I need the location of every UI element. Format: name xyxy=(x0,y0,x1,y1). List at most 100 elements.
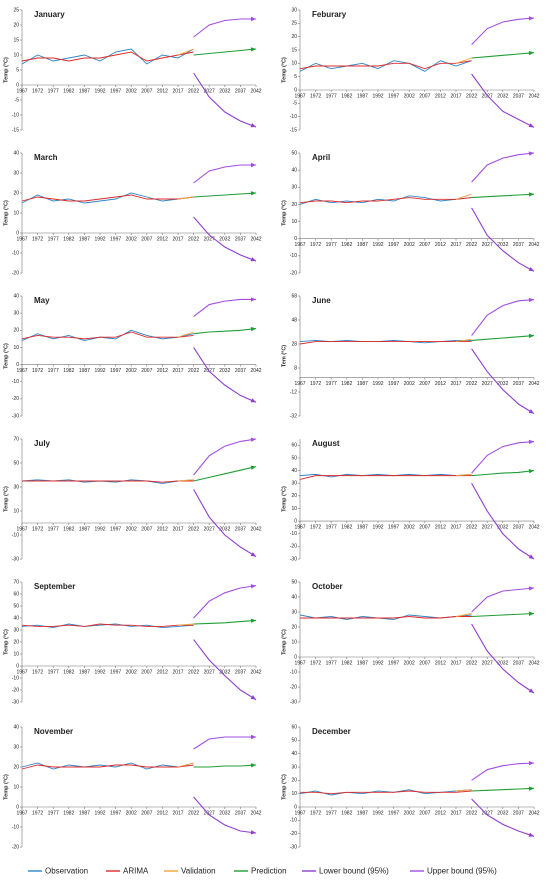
series-line xyxy=(21,331,194,340)
y-axis-label: Temp (°C) xyxy=(281,200,287,226)
x-tick-label: 2017 xyxy=(450,810,461,816)
series-line xyxy=(193,736,256,750)
series-line xyxy=(193,18,256,38)
series-line xyxy=(471,73,535,128)
x-tick-label: 2027 xyxy=(482,810,493,816)
y-tick-label: -30 xyxy=(12,556,19,562)
chart-title: May xyxy=(34,296,50,305)
x-tick-label: 2022 xyxy=(466,524,477,530)
x-tick-label: 1982 xyxy=(63,810,74,816)
series-line xyxy=(193,619,257,625)
x-tick-label: 1967 xyxy=(16,526,27,532)
x-tick-label: 2027 xyxy=(482,93,493,99)
x-tick-label: 1997 xyxy=(110,236,121,242)
series-line xyxy=(193,639,257,701)
chart-title: August xyxy=(312,439,340,448)
y-tick-label: -10 xyxy=(12,112,19,118)
series-line xyxy=(22,480,194,483)
arrow-head xyxy=(528,333,534,339)
series-line xyxy=(193,796,257,834)
y-tick-label: 0 xyxy=(16,230,19,236)
chart-title: March xyxy=(34,153,58,162)
x-tick-label: 2037 xyxy=(235,236,246,242)
y-tick-label: -10 xyxy=(12,250,19,256)
x-tick-label: 1982 xyxy=(341,660,352,666)
x-tick-label: 1992 xyxy=(94,368,105,374)
x-tick-label: 1972 xyxy=(32,236,43,242)
panel: -15 -10 -5 0 5 10 15 20 25 30 1967 1972 1977 1982 1987… xyxy=(281,7,539,133)
y-tick-label: 30 xyxy=(13,170,19,176)
x-tick-label: 2027 xyxy=(482,524,493,530)
x-tick-label: 1997 xyxy=(110,88,121,94)
y-tick-label: 50 xyxy=(291,150,297,156)
y-tick-label: 40 xyxy=(13,293,19,299)
y-tick-label: 10 xyxy=(291,791,297,797)
x-tick-label: 2017 xyxy=(172,368,183,374)
series-line xyxy=(471,152,535,183)
y-tick-label: 0 xyxy=(16,804,19,810)
x-tick-label: 2007 xyxy=(419,810,430,816)
y-tick-label: 10 xyxy=(13,508,19,514)
y-tick-label: 20 xyxy=(13,764,19,770)
x-tick-label: 1982 xyxy=(63,88,74,94)
series-line xyxy=(299,473,472,478)
y-tick-label: -20 xyxy=(12,844,19,850)
chart-title: January xyxy=(34,10,65,19)
y-tick-label: 30 xyxy=(291,185,297,191)
y-tick-label: 50 xyxy=(291,455,297,461)
x-tick-label: 2037 xyxy=(235,88,246,94)
x-tick-label: 1987 xyxy=(79,88,90,94)
panel: -30 -20 -10 0 10 20 30 40 50 1967 1972 1977 1982 1987… xyxy=(281,579,539,705)
series-line xyxy=(193,438,257,476)
y-tick-label: -10 xyxy=(12,532,19,538)
x-tick-label: 1987 xyxy=(357,810,368,816)
series-line xyxy=(455,57,472,64)
y-tick-label: -10 xyxy=(290,114,297,120)
arrow-head xyxy=(528,786,534,791)
y-tick-label: -30 xyxy=(290,699,297,705)
x-tick-label: 2007 xyxy=(141,810,152,816)
x-tick-label: 2002 xyxy=(126,669,137,675)
x-tick-label: 1992 xyxy=(94,810,105,816)
series-line xyxy=(21,329,194,342)
series-line xyxy=(21,51,194,62)
y-tick-label: 60 xyxy=(291,443,297,449)
x-tick-label: 2042 xyxy=(528,660,539,666)
x-tick-label: 2002 xyxy=(126,88,137,94)
series-line xyxy=(300,616,472,619)
x-tick-label: 2017 xyxy=(172,669,183,675)
x-tick-label: 2042 xyxy=(528,810,539,816)
x-tick-label: 1972 xyxy=(32,88,43,94)
y-tick-label: -20 xyxy=(12,396,19,402)
x-tick-label: 2007 xyxy=(419,381,430,387)
y-axis-label: Temp (°C) xyxy=(3,200,9,226)
series-line xyxy=(471,470,535,477)
x-tick-label: 1997 xyxy=(110,669,121,675)
series-line xyxy=(471,299,535,336)
arrow-head xyxy=(250,123,256,128)
x-tick-label: 2002 xyxy=(126,368,137,374)
arrow-head xyxy=(250,695,256,700)
x-tick-label: 1987 xyxy=(357,93,368,99)
y-tick-label: 0 xyxy=(16,82,19,88)
legend-label: Observation xyxy=(45,867,88,876)
x-tick-label: 2017 xyxy=(172,236,183,242)
y-tick-label: 10 xyxy=(13,345,19,351)
x-tick-label: 2032 xyxy=(219,526,230,532)
series-line xyxy=(193,764,257,768)
chart-title: November xyxy=(34,727,73,736)
y-tick-label: 70 xyxy=(13,579,19,585)
y-tick-label: 10 xyxy=(13,651,19,657)
x-tick-label: 2012 xyxy=(157,368,168,374)
arrow-head xyxy=(250,552,256,557)
x-tick-label: 1987 xyxy=(79,669,90,675)
y-tick-label: 40 xyxy=(13,150,19,156)
x-tick-label: 2022 xyxy=(466,242,477,248)
x-tick-label: 2017 xyxy=(450,524,461,530)
x-tick-label: 1972 xyxy=(32,368,43,374)
arrow-head xyxy=(250,47,256,52)
x-tick-label: 2037 xyxy=(235,810,246,816)
y-tick-label: 20 xyxy=(13,328,19,334)
arrow-head xyxy=(528,151,534,156)
x-tick-label: 2042 xyxy=(528,242,539,248)
